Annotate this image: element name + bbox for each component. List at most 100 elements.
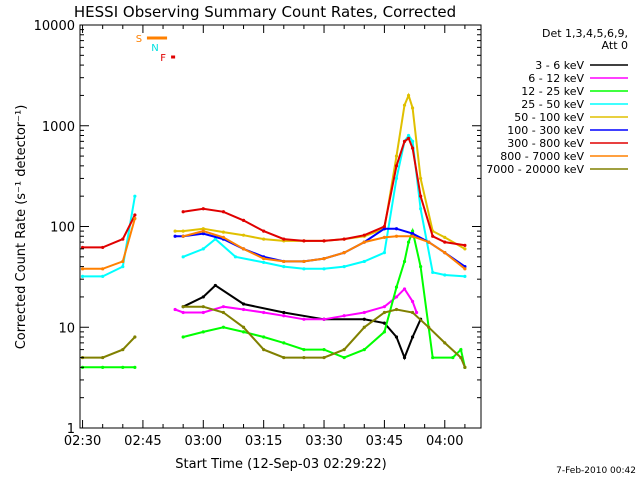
data-point bbox=[101, 267, 105, 271]
axes: 02:30 02:45 03:00 03:15 03:30 03:45 04:00 1 10 10… bbox=[34, 19, 482, 449]
data-point bbox=[406, 133, 411, 138]
data-point bbox=[181, 229, 185, 233]
chart-title: HESSI Observing Summary Count Rates, Cor… bbox=[74, 3, 456, 21]
data-point bbox=[241, 325, 246, 329]
data-point bbox=[342, 237, 346, 241]
data-point bbox=[362, 348, 366, 352]
data-point bbox=[221, 310, 226, 315]
data-point bbox=[241, 233, 246, 237]
data-point bbox=[382, 251, 387, 255]
data-point bbox=[181, 335, 185, 339]
data-point bbox=[282, 259, 286, 264]
data-point bbox=[241, 218, 246, 222]
data-point bbox=[221, 305, 226, 309]
data-point bbox=[262, 229, 266, 233]
data-point bbox=[133, 335, 137, 339]
series-line bbox=[82, 227, 466, 369]
data-point bbox=[181, 305, 185, 309]
data-point bbox=[302, 317, 306, 321]
data-point bbox=[402, 139, 407, 143]
data-point bbox=[394, 227, 399, 231]
data-point bbox=[419, 264, 423, 269]
data-point bbox=[80, 267, 85, 271]
data-point bbox=[410, 232, 415, 236]
series-line bbox=[182, 284, 422, 361]
data-point bbox=[302, 259, 306, 264]
data-point bbox=[394, 285, 399, 289]
legend-header: Det 1,3,4,5,6,9, bbox=[542, 27, 628, 40]
data-point bbox=[394, 164, 399, 168]
data-point bbox=[410, 106, 415, 110]
data-point bbox=[362, 240, 366, 244]
data-point bbox=[419, 194, 423, 198]
x-tick-label: 02:30 bbox=[64, 434, 101, 449]
data-point bbox=[282, 310, 286, 315]
data-point bbox=[213, 283, 217, 288]
x-tick-label: 03:45 bbox=[366, 434, 403, 449]
data-point bbox=[402, 103, 407, 107]
data-point bbox=[451, 355, 455, 360]
data-point bbox=[221, 230, 226, 234]
data-point bbox=[431, 234, 435, 238]
data-point bbox=[322, 267, 326, 271]
data-point bbox=[402, 355, 407, 360]
footer-timestamp: 7-Feb-2010 00:42 bbox=[556, 466, 636, 476]
x-tick-label: 03:30 bbox=[305, 434, 342, 449]
series-line bbox=[82, 218, 466, 270]
data-point bbox=[463, 365, 467, 369]
data-point bbox=[394, 307, 399, 312]
data-point bbox=[121, 259, 125, 264]
flag-label: F bbox=[160, 53, 166, 64]
data-point bbox=[201, 227, 205, 231]
data-point bbox=[101, 365, 105, 369]
flag-label: S bbox=[136, 34, 142, 45]
data-point bbox=[394, 295, 399, 299]
plot-frame bbox=[79, 24, 482, 429]
data-point bbox=[302, 348, 306, 352]
data-point bbox=[121, 237, 125, 241]
data-point bbox=[394, 234, 399, 238]
legend-label: 25 - 50 keV bbox=[521, 98, 584, 111]
data-point bbox=[394, 335, 399, 339]
data-point bbox=[282, 264, 286, 269]
data-point bbox=[443, 273, 447, 277]
data-point bbox=[241, 302, 246, 306]
legend-label: 300 - 800 keV bbox=[507, 137, 584, 150]
data-point bbox=[133, 213, 137, 217]
data-point bbox=[181, 234, 185, 238]
data-point bbox=[322, 355, 326, 360]
data-point bbox=[322, 239, 326, 243]
data-point bbox=[382, 224, 387, 229]
data-point bbox=[463, 267, 467, 271]
y-tick-label: 1 bbox=[67, 422, 75, 437]
data-point bbox=[80, 274, 85, 278]
y-tick-label: 100 bbox=[50, 221, 75, 236]
data-point bbox=[262, 348, 266, 352]
data-point bbox=[419, 207, 423, 211]
data-point bbox=[322, 348, 326, 352]
y-tick-label: 10 bbox=[58, 321, 75, 336]
data-point bbox=[101, 245, 105, 250]
data-point bbox=[121, 348, 125, 352]
data-point bbox=[201, 207, 205, 211]
data-point bbox=[302, 267, 306, 271]
data-point bbox=[362, 259, 366, 264]
data-point bbox=[173, 234, 177, 238]
data-point bbox=[80, 245, 85, 250]
data-point bbox=[415, 310, 419, 315]
data-point bbox=[362, 325, 366, 329]
data-point bbox=[362, 233, 366, 237]
data-point bbox=[342, 314, 346, 318]
data-point bbox=[406, 240, 411, 244]
data-point bbox=[262, 335, 266, 339]
x-tick-label: 03:00 bbox=[185, 434, 222, 449]
data-point bbox=[406, 93, 411, 98]
data-point bbox=[394, 154, 399, 158]
data-point bbox=[382, 227, 387, 231]
data-point bbox=[101, 355, 105, 360]
data-point bbox=[410, 310, 415, 315]
data-point bbox=[201, 330, 205, 334]
data-point bbox=[302, 239, 306, 243]
data-point bbox=[282, 355, 286, 360]
